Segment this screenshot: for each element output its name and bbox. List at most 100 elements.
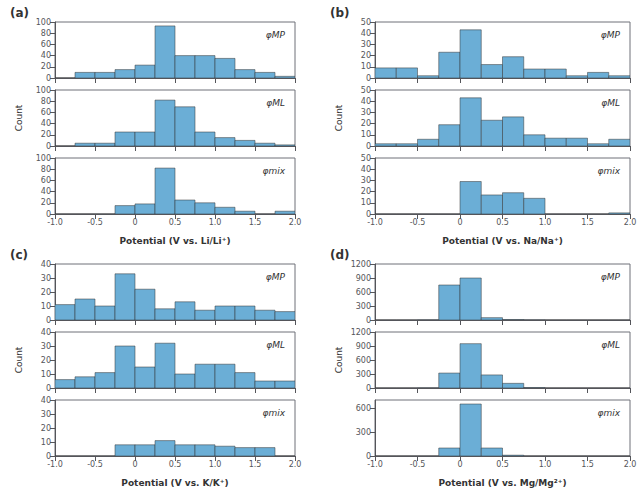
svg-text:φMP: φMP	[266, 30, 286, 40]
svg-text:20: 20	[361, 51, 371, 60]
svg-text:20: 20	[361, 119, 371, 128]
svg-text:1.0: 1.0	[209, 218, 222, 227]
svg-text:Count: Count	[334, 104, 344, 131]
svg-text:30: 30	[361, 40, 371, 49]
svg-text:10: 10	[361, 62, 371, 71]
svg-text:2.0: 2.0	[289, 460, 302, 469]
svg-text:20: 20	[361, 187, 371, 196]
svg-text:0: 0	[132, 218, 137, 227]
svg-text:1.5: 1.5	[581, 218, 594, 227]
svg-text:Potential (V vs. Li/Li⁺): Potential (V vs. Li/Li⁺)	[119, 236, 230, 246]
svg-text:20: 20	[41, 356, 51, 365]
svg-text:0.5: 0.5	[169, 460, 182, 469]
svg-text:Count: Count	[14, 104, 24, 131]
svg-text:0.5: 0.5	[496, 460, 509, 469]
svg-text:φmix: φmix	[597, 166, 620, 176]
svg-text:0: 0	[457, 460, 462, 469]
svg-text:10: 10	[41, 438, 51, 447]
svg-text:(c): (c)	[10, 248, 28, 262]
svg-text:1.5: 1.5	[249, 460, 262, 469]
svg-text:2.0: 2.0	[289, 218, 302, 227]
svg-text:40: 40	[41, 51, 51, 60]
svg-text:1.5: 1.5	[249, 218, 262, 227]
svg-text:10: 10	[361, 198, 371, 207]
svg-text:-1.0: -1.0	[47, 218, 63, 227]
svg-text:φML: φML	[601, 340, 620, 350]
svg-text:50: 50	[361, 154, 371, 163]
svg-text:0.5: 0.5	[169, 218, 182, 227]
svg-text:φmix: φmix	[262, 166, 285, 176]
svg-text:0: 0	[46, 384, 51, 393]
svg-text:-0.5: -0.5	[87, 218, 103, 227]
svg-text:φmix: φmix	[597, 408, 620, 418]
svg-text:(a): (a)	[10, 6, 29, 20]
svg-text:40: 40	[41, 396, 51, 405]
svg-text:(b): (b)	[330, 6, 350, 20]
svg-text:Potential (V vs. Na/Na⁺): Potential (V vs. Na/Na⁺)	[442, 236, 563, 246]
svg-text:0: 0	[457, 218, 462, 227]
svg-text:0: 0	[46, 74, 51, 83]
svg-text:1.0: 1.0	[209, 460, 222, 469]
svg-text:0: 0	[132, 460, 137, 469]
svg-text:40: 40	[41, 187, 51, 196]
svg-text:1.5: 1.5	[581, 460, 594, 469]
svg-text:0.5: 0.5	[496, 218, 509, 227]
svg-text:300: 300	[356, 302, 371, 311]
svg-text:0: 0	[366, 384, 371, 393]
svg-text:900: 900	[356, 274, 371, 283]
svg-text:30: 30	[41, 410, 51, 419]
svg-text:60: 60	[41, 176, 51, 185]
svg-text:30: 30	[361, 176, 371, 185]
svg-text:900: 900	[356, 342, 371, 351]
svg-text:20: 20	[41, 288, 51, 297]
svg-text:30: 30	[361, 108, 371, 117]
svg-text:600: 600	[356, 356, 371, 365]
svg-text:1.0: 1.0	[539, 218, 552, 227]
svg-text:40: 40	[41, 328, 51, 337]
svg-text:Count: Count	[14, 346, 24, 373]
svg-text:0: 0	[46, 316, 51, 325]
svg-text:φML: φML	[601, 98, 620, 108]
svg-text:100: 100	[36, 86, 51, 95]
svg-text:Potential (V vs. Mg/Mg²⁺): Potential (V vs. Mg/Mg²⁺)	[438, 478, 566, 488]
svg-text:100: 100	[36, 18, 51, 27]
svg-text:80: 80	[41, 165, 51, 174]
svg-text:80: 80	[41, 97, 51, 106]
svg-text:60: 60	[41, 40, 51, 49]
svg-text:40: 40	[41, 119, 51, 128]
svg-text:-0.5: -0.5	[410, 218, 426, 227]
svg-text:50: 50	[361, 86, 371, 95]
svg-text:φML: φML	[266, 340, 285, 350]
svg-text:-0.5: -0.5	[410, 460, 426, 469]
svg-text:300: 300	[356, 428, 371, 437]
svg-text:φMP: φMP	[601, 272, 621, 282]
svg-text:300: 300	[356, 370, 371, 379]
svg-text:-1.0: -1.0	[47, 460, 63, 469]
svg-text:φMP: φMP	[266, 272, 286, 282]
svg-text:0: 0	[46, 142, 51, 151]
svg-text:40: 40	[41, 260, 51, 269]
svg-text:80: 80	[41, 29, 51, 38]
svg-text:φML: φML	[266, 98, 285, 108]
svg-text:1.0: 1.0	[539, 460, 552, 469]
svg-text:50: 50	[361, 18, 371, 27]
svg-text:60: 60	[41, 108, 51, 117]
svg-text:600: 600	[356, 404, 371, 413]
svg-text:1200: 1200	[351, 260, 371, 269]
svg-text:40: 40	[361, 165, 371, 174]
svg-text:600: 600	[356, 288, 371, 297]
svg-text:20: 20	[41, 130, 51, 139]
svg-text:20: 20	[41, 424, 51, 433]
svg-text:(d): (d)	[330, 248, 350, 262]
svg-text:10: 10	[361, 130, 371, 139]
svg-text:Count: Count	[334, 346, 344, 373]
svg-text:0: 0	[366, 142, 371, 151]
svg-text:2.0: 2.0	[624, 460, 637, 469]
svg-text:0: 0	[366, 74, 371, 83]
svg-text:10: 10	[41, 302, 51, 311]
svg-text:-0.5: -0.5	[87, 460, 103, 469]
svg-text:20: 20	[41, 62, 51, 71]
svg-text:φMP: φMP	[601, 30, 621, 40]
svg-text:100: 100	[36, 154, 51, 163]
svg-text:φmix: φmix	[262, 408, 285, 418]
